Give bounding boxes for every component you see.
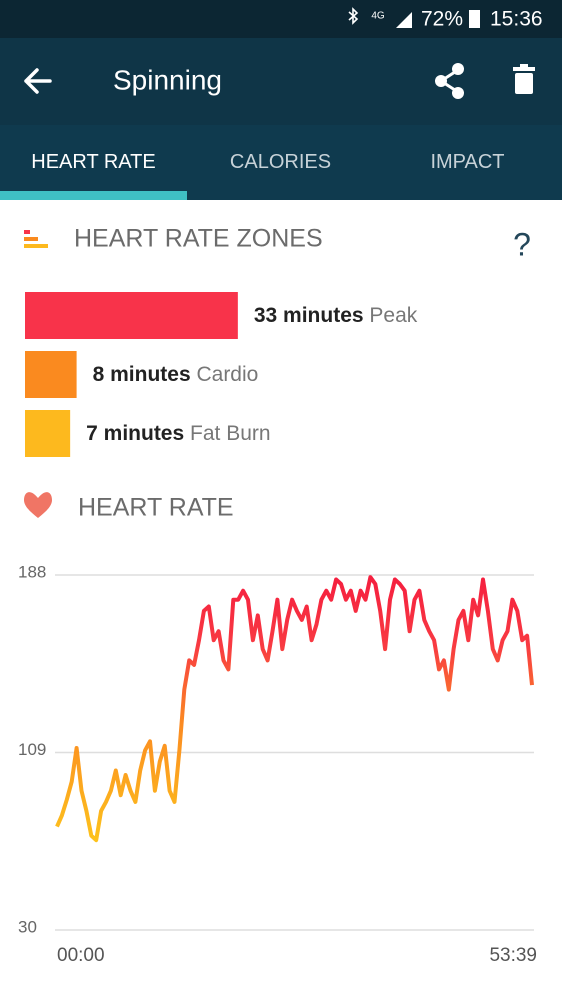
- section-title: HEART RATE: [78, 494, 234, 522]
- network-label: 4G: [371, 11, 385, 22]
- clock: 15:36: [490, 8, 543, 31]
- trash-handle: [520, 64, 528, 68]
- zone-minutes: 8 minutes: [93, 363, 191, 386]
- zones-icon-bar: [24, 237, 38, 241]
- trash-lid: [513, 67, 535, 71]
- app-bar: Spinning: [0, 38, 562, 125]
- share-button[interactable]: [435, 63, 464, 99]
- x-tick-label: 00:00: [57, 945, 105, 966]
- section-title: HEART RATE ZONES: [74, 225, 323, 253]
- status-bar: 4G 72% 15:36: [0, 0, 562, 38]
- y-tick-label: 109: [18, 740, 46, 759]
- zone-minutes: 7 minutes: [86, 422, 184, 445]
- app-bar-icons: Spinning: [24, 63, 535, 99]
- zone-name: Fat Burn: [190, 422, 271, 445]
- battery-icon: [469, 10, 480, 28]
- help-button[interactable]: ?: [513, 226, 531, 262]
- battery-label: 72%: [421, 8, 463, 31]
- back-arrow: [24, 68, 52, 94]
- x-tick-label: 53:39: [489, 945, 537, 966]
- share-dot: [452, 87, 464, 99]
- zone-minutes: 33 minutes: [254, 304, 364, 327]
- signal-icon: [396, 12, 412, 28]
- tab-bar: HEART RATE CALORIES IMPACT: [0, 125, 562, 200]
- zone-bar: [25, 292, 238, 339]
- delete-button[interactable]: [513, 64, 535, 94]
- zone-bar: [25, 351, 77, 398]
- y-tick-label: 30: [18, 917, 37, 936]
- zone-label: 33 minutes Peak: [254, 304, 418, 327]
- heart-icon: [24, 492, 52, 518]
- zone-bar: [25, 410, 71, 457]
- zones-icon-bar: [24, 244, 48, 248]
- share-dot: [435, 75, 447, 87]
- screen-title: Spinning: [113, 64, 222, 95]
- tab[interactable]: CALORIES: [229, 151, 332, 173]
- heart-rate-line: [55, 575, 534, 843]
- zone-label: 7 minutes Fat Burn: [86, 422, 270, 445]
- tab[interactable]: HEART RATE: [31, 151, 156, 173]
- y-tick-label: 188: [18, 562, 46, 581]
- zone-label: 8 minutes Cardio: [93, 363, 259, 386]
- zones-icon: [24, 230, 48, 248]
- status-icons: 4G 72% 15:36: [348, 7, 543, 31]
- tab[interactable]: IMPACT: [430, 151, 505, 173]
- zone-name: Cardio: [196, 363, 258, 386]
- content: HEART RATE ZONES ? HEART RATE 33 minutes…: [18, 225, 537, 966]
- bluetooth-icon: [348, 7, 359, 25]
- trash-body: [515, 73, 533, 94]
- back-button[interactable]: [24, 68, 52, 94]
- zones-icon-bar: [24, 230, 30, 234]
- zone-name: Peak: [369, 304, 417, 327]
- share-dot: [452, 63, 464, 75]
- tab-indicator: [0, 191, 187, 200]
